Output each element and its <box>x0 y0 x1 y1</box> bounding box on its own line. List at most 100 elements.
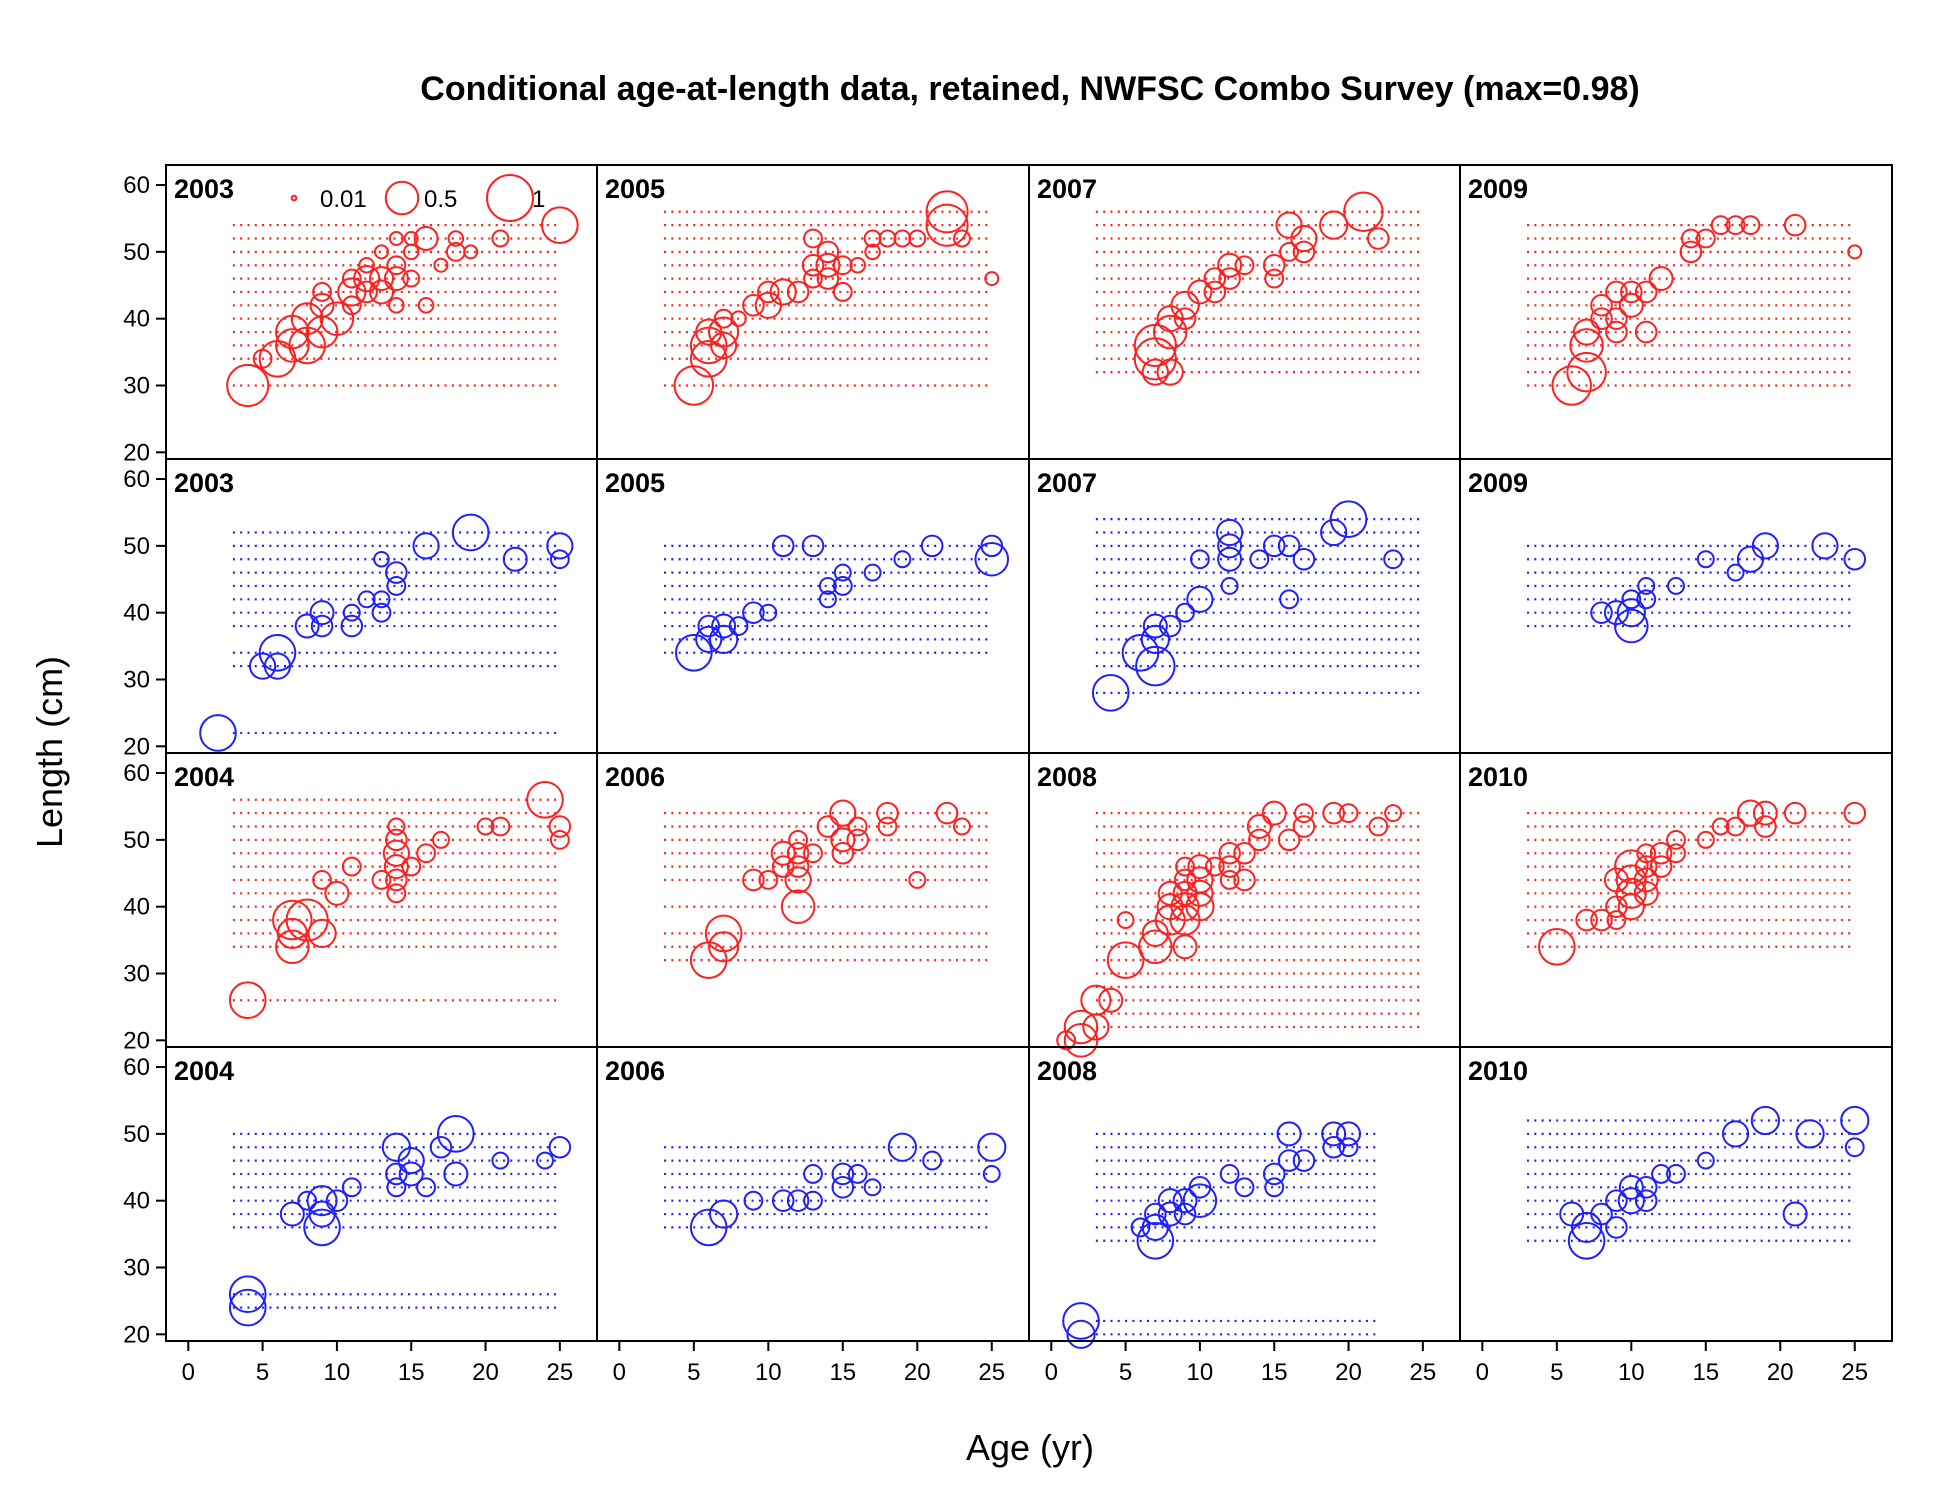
data-bubble <box>1633 867 1659 893</box>
data-bubble <box>803 268 823 289</box>
data-bubble <box>846 828 869 852</box>
data-bubble <box>319 301 355 336</box>
data-bubble <box>816 240 840 264</box>
data-bubble <box>1136 1221 1175 1260</box>
data-bubble <box>887 1132 917 1162</box>
data-bubble <box>431 830 450 849</box>
data-bubble <box>1217 252 1243 278</box>
data-bubble <box>908 870 927 889</box>
data-bubble <box>1220 576 1239 595</box>
data-bubble <box>307 918 337 949</box>
x-tick-label: 0 <box>1476 1359 1489 1386</box>
data-bubble <box>1740 215 1761 236</box>
data-bubble <box>1264 1177 1285 1198</box>
panel-2003-male: 2003 20 30 40 50 60 <box>123 458 598 760</box>
data-bubble <box>1186 879 1214 907</box>
data-bubble <box>279 1201 305 1227</box>
data-bubble <box>546 532 574 560</box>
data-bubble <box>1575 908 1598 932</box>
data-bubble <box>1157 1201 1183 1227</box>
x-tick-label: 5 <box>687 1359 700 1386</box>
y-tick-label: 40 <box>123 600 150 627</box>
panel-year-label: 2006 <box>605 762 665 792</box>
data-bubble <box>412 532 440 560</box>
data-bubble <box>312 282 332 302</box>
data-bubble <box>1204 856 1225 877</box>
panel-year-label: 2009 <box>1468 468 1528 498</box>
data-bubble <box>1605 1189 1628 1212</box>
legend-label: 0.5 <box>424 186 457 213</box>
data-bubble <box>831 1162 855 1186</box>
data-bubble <box>1172 1188 1198 1214</box>
data-bubble <box>832 282 853 302</box>
data-bubble <box>709 1199 739 1229</box>
data-bubble <box>769 278 797 306</box>
y-tick-label: 50 <box>123 239 150 266</box>
data-bubble <box>1290 224 1318 253</box>
data-bubble <box>1276 1121 1302 1147</box>
panel-year-label: 2004 <box>174 762 234 792</box>
data-bubble <box>310 614 334 638</box>
y-tick-label: 40 <box>123 306 150 333</box>
data-bubble <box>1783 213 1807 237</box>
data-bubble <box>526 780 564 819</box>
panel-year-label: 2008 <box>1037 762 1097 792</box>
data-bubble <box>673 365 715 406</box>
data-bubble <box>1696 830 1715 849</box>
data-bubble <box>893 550 912 569</box>
data-bubble <box>711 613 737 639</box>
data-bubble <box>275 328 310 363</box>
data-bubble <box>1754 815 1777 838</box>
data-bubble <box>398 1161 424 1187</box>
data-bubble <box>863 563 882 582</box>
data-bubble <box>357 590 376 609</box>
x-tick-label: 5 <box>256 1359 269 1386</box>
y-tick-label: 40 <box>123 1188 150 1215</box>
data-bubble <box>1648 266 1674 292</box>
data-bubble <box>1062 1302 1100 1340</box>
data-bubble <box>728 616 749 636</box>
data-bubble <box>818 590 837 609</box>
data-bubble <box>1091 674 1130 712</box>
panel-frame <box>1459 1046 1893 1342</box>
data-bubble <box>1218 841 1241 865</box>
data-bubble <box>1636 843 1657 864</box>
panel-year-label: 2010 <box>1468 1056 1528 1086</box>
data-bubble <box>743 1190 764 1211</box>
data-bubble <box>1116 911 1135 930</box>
data-bubble <box>1634 320 1658 344</box>
data-bubble <box>1649 855 1673 878</box>
data-bubble <box>1152 314 1188 350</box>
panel-year-label: 2006 <box>605 1056 665 1086</box>
data-bubble <box>549 829 570 850</box>
x-tick-label: 0 <box>182 1359 195 1386</box>
data-bubble <box>536 1151 554 1170</box>
data-bubble <box>1783 801 1807 825</box>
data-bubble <box>863 229 882 248</box>
data-bubble <box>386 883 407 904</box>
panel-2007-male: 2007 <box>1028 458 1461 754</box>
data-bubble <box>388 297 405 314</box>
legend-bubble <box>384 180 420 216</box>
data-bubble <box>742 294 765 317</box>
panel-frame <box>1028 1046 1461 1342</box>
data-bubble <box>228 1288 267 1327</box>
data-bubble <box>1218 855 1241 878</box>
legend-label: 1 <box>532 186 545 213</box>
data-bubble <box>709 624 739 655</box>
panel-year-label: 2003 <box>174 174 234 204</box>
data-bubble <box>1680 228 1701 249</box>
data-bubble <box>1726 563 1745 582</box>
data-bubble <box>1080 984 1112 1016</box>
data-bubble <box>353 264 381 293</box>
data-bubble <box>1262 253 1286 277</box>
panel-frame <box>165 458 598 754</box>
data-bubble <box>297 1190 318 1211</box>
data-bubble <box>1590 908 1613 932</box>
bubble-size-legend: 0.01 0.5 1 <box>290 174 545 222</box>
data-bubble <box>397 1146 425 1175</box>
x-tick-label: 5 <box>1550 1359 1563 1386</box>
data-bubble <box>1175 856 1195 877</box>
data-bubble <box>1618 1174 1644 1200</box>
